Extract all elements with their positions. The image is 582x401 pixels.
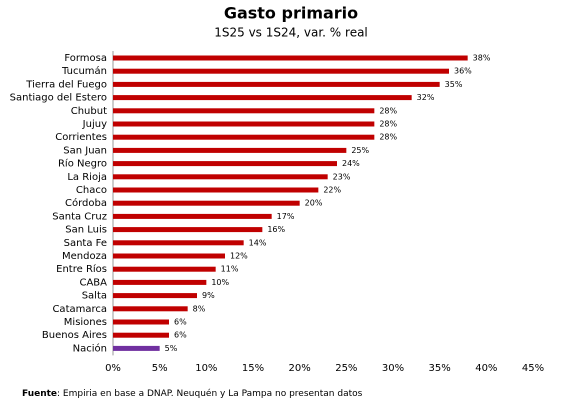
y-tick-label: La Rioja	[67, 172, 107, 183]
bar	[113, 174, 328, 180]
y-tick-label: Misiones	[64, 317, 107, 328]
value-label: 35%	[445, 80, 463, 89]
y-tick-label: Río Negro	[58, 158, 107, 170]
bar	[113, 332, 169, 338]
x-tick-label: 10%	[195, 363, 217, 374]
value-label: 36%	[454, 67, 472, 76]
bar	[113, 319, 169, 325]
value-label: 6%	[174, 331, 187, 340]
x-tick-label: 15%	[242, 363, 264, 374]
y-tick-label: Catamarca	[52, 304, 107, 315]
bar	[113, 187, 319, 193]
value-label: 12%	[230, 252, 248, 261]
x-tick-label: 45%	[522, 363, 544, 374]
y-tick-label: Salta	[82, 291, 107, 302]
bar	[113, 81, 440, 87]
bar	[113, 227, 263, 233]
y-tick-label: Formosa	[64, 53, 107, 64]
y-tick-label: Santa Fe	[64, 238, 107, 249]
value-label: 9%	[202, 291, 215, 300]
value-label: 17%	[277, 212, 295, 221]
source-text: : Empiria en base a DNAP. Neuquén y La P…	[57, 388, 363, 399]
value-label: 6%	[174, 318, 187, 327]
value-label: 20%	[305, 199, 323, 208]
value-label: 5%	[165, 344, 178, 353]
y-tick-label: Mendoza	[62, 251, 107, 262]
y-tick-label: Tucumán	[61, 65, 107, 77]
value-label: 28%	[379, 120, 397, 129]
bar	[113, 200, 300, 206]
y-tick-label: Córdoba	[65, 197, 107, 209]
bar	[113, 306, 188, 312]
value-label: 32%	[417, 93, 435, 102]
x-tick-label: 25%	[335, 363, 357, 374]
y-tick-label: Santiago del Estero	[10, 93, 107, 104]
bar	[113, 108, 375, 114]
value-label: 38%	[473, 54, 491, 63]
bar	[113, 279, 207, 285]
value-label: 25%	[351, 146, 369, 155]
chart-subtitle: 1S25 vs 1S24, var. % real	[214, 26, 368, 40]
x-tick-label: 40%	[475, 363, 497, 374]
y-tick-label: San Luis	[65, 225, 107, 236]
source: Fuente: Empiria en base a DNAP. Neuquén …	[22, 388, 363, 399]
bar	[113, 121, 375, 127]
y-tick-label: Chubut	[71, 106, 107, 117]
y-tick-label: Entre Ríos	[56, 263, 107, 275]
x-tick-label: 35%	[429, 363, 451, 374]
bar	[113, 266, 216, 272]
bar	[113, 253, 225, 259]
chart-title: Gasto primario	[224, 4, 358, 23]
x-tick-label: 0%	[105, 363, 121, 374]
bar	[113, 147, 347, 153]
x-tick-label: 5%	[152, 363, 168, 374]
value-label: 23%	[333, 172, 351, 181]
value-label: 22%	[323, 186, 341, 195]
value-label: 28%	[379, 133, 397, 142]
x-tick-label: 30%	[382, 363, 404, 374]
value-label: 24%	[342, 159, 360, 168]
bar	[113, 68, 449, 74]
y-tick-label: Chaco	[76, 185, 107, 196]
bar	[113, 345, 160, 351]
value-label: 14%	[249, 238, 267, 247]
value-label: 16%	[267, 225, 285, 234]
x-tick-label: 20%	[289, 363, 311, 374]
source-label: Fuente	[22, 389, 57, 399]
y-tick-label: Tierra del Fuego	[25, 79, 107, 90]
bar	[113, 95, 412, 101]
bar	[113, 240, 244, 246]
bar	[113, 213, 272, 219]
value-label: 10%	[211, 278, 229, 287]
y-tick-label: Corrientes	[55, 132, 107, 143]
bar	[113, 161, 337, 167]
y-tick-label: Buenos Aires	[42, 330, 107, 341]
bar	[113, 55, 468, 61]
value-label: 11%	[221, 265, 239, 274]
y-tick-label: Jujuy	[82, 119, 107, 130]
y-tick-label: Nación	[73, 342, 107, 354]
y-tick-label: San Juan	[63, 145, 107, 156]
y-tick-label: CABA	[79, 277, 107, 288]
value-label: 28%	[379, 106, 397, 115]
value-label: 8%	[193, 304, 206, 313]
bar	[113, 293, 197, 299]
y-tick-label: Santa Cruz	[52, 211, 107, 222]
bar	[113, 134, 375, 140]
